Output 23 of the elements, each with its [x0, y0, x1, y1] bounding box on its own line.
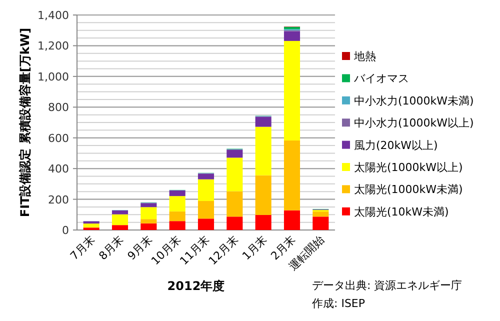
- text: データ出典: 資源エネルギー庁: [312, 279, 462, 292]
- legend-label: 中小水力(1000kW以上): [354, 116, 474, 130]
- x-axis-title: 2012年度: [167, 279, 225, 293]
- y-axis-title: FIT設備認定 累積設備容量[万kW]: [18, 28, 32, 218]
- x-tick-label: 8月末: [96, 232, 126, 263]
- x-tick-label: 1月末: [240, 232, 270, 263]
- y-tick-label: 200: [48, 193, 69, 206]
- text: 作成: ISEP: [311, 297, 366, 310]
- y-tick-label: 1,200: [38, 40, 69, 53]
- x-tick-label: 7月末: [68, 232, 98, 263]
- legend-label: 太陽光(1000kW未満): [354, 183, 463, 196]
- y-tick-label: 600: [48, 132, 69, 145]
- y-tick-label: 400: [48, 162, 69, 176]
- legend-label: 中小水力(1000kW未満): [354, 94, 474, 108]
- legend-label: バイオマス: [353, 72, 409, 86]
- y-tick-label: 800: [48, 101, 69, 114]
- legend-label: 太陽光(1000kW以上): [354, 161, 463, 174]
- y-tick-label: 1,000: [38, 70, 69, 84]
- legend-label: 風力(20kW以上): [354, 138, 438, 152]
- legend-label: 地熱: [353, 50, 376, 63]
- y-tick-label: 0: [62, 224, 69, 237]
- y-tick-label: 1,400: [38, 9, 69, 22]
- legend-label: 太陽光(10kW未満): [354, 205, 449, 218]
